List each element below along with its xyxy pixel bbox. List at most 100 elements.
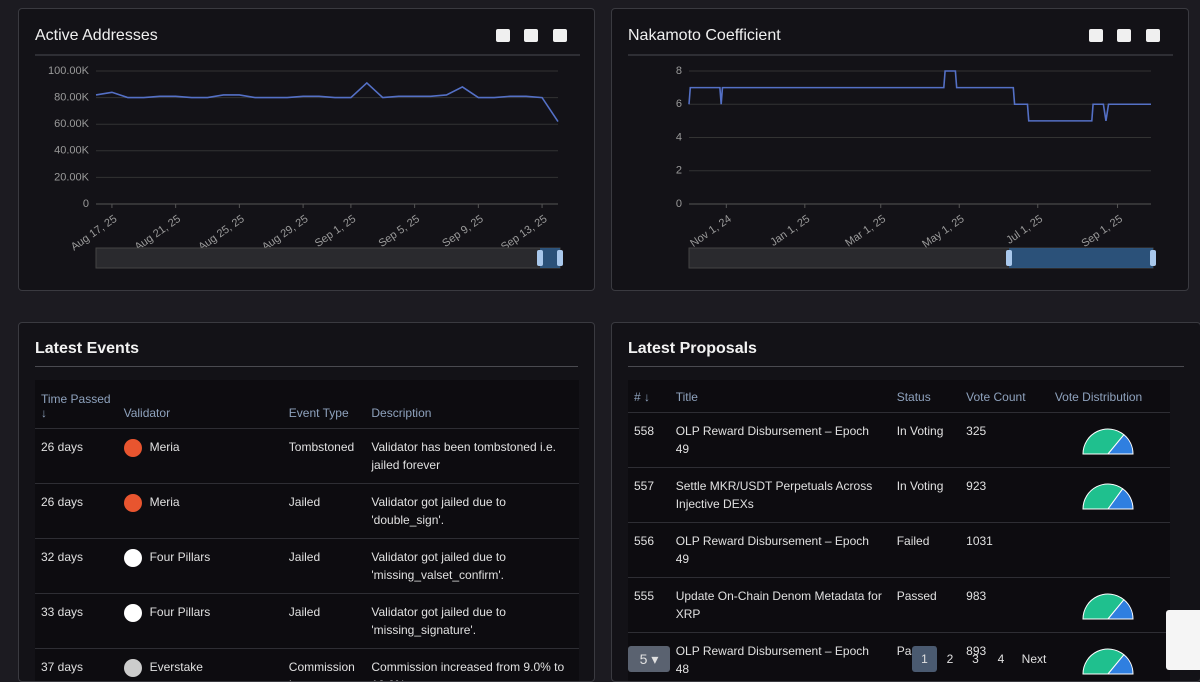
zoom-handle[interactable] [1150,250,1156,266]
events-panel: Latest Events Time Passed↓Validator Event… [18,322,595,682]
column-header[interactable]: Time Passed↓ [35,380,118,429]
column-header[interactable]: # ↓ [628,380,670,413]
votes-cell: 325 [960,413,1049,468]
event-type-cell: Jailed [283,594,366,649]
toolbar-icon[interactable] [1146,29,1160,42]
column-header: Vote Count [960,380,1049,413]
id-cell: 556 [628,523,670,578]
toolbar-icon[interactable] [524,29,538,42]
zoom-navigator [96,248,560,268]
toolbar-icon[interactable] [496,29,510,42]
column-header: Vote Distribution [1049,380,1170,413]
x-tick-label: Aug 21, 25 [133,213,183,253]
id-cell: 558 [628,413,670,468]
event-type-cell: Commission Increase [283,649,366,682]
chart: Active Addresses020.00K40.00K60.00K80.00… [19,9,595,291]
y-tick-label: 60.00K [54,118,90,130]
validator-name: Meria [150,495,180,509]
panel-title: Latest Events [35,340,139,358]
page-size: 5 [640,651,648,667]
vote-gauge [1081,482,1135,510]
gauge-cell [1049,578,1170,633]
header-text: Title [676,390,698,404]
chart-title: Nakamoto Coefficient [628,27,781,44]
sort-icon: ↓ [641,390,650,404]
validator-icon [124,494,142,512]
description-cell: Validator got jailed due to 'double_sign… [365,484,579,539]
page-button[interactable]: 2 [938,646,963,672]
validator-cell: Meria [118,429,283,484]
y-tick-label: 80.00K [54,92,90,104]
y-tick-label: 2 [676,165,682,177]
y-tick-label: 0 [676,198,682,210]
validator-name: Four Pillars [150,605,211,619]
validator-cell: Meria [118,484,283,539]
column-header: Description [365,380,579,429]
id-cell: 555 [628,578,670,633]
validator-icon [124,439,142,457]
page-size-select[interactable]: 5 ▾ [628,646,670,672]
x-tick-label: Mar 1, 25 [843,213,888,249]
time-cell: 32 days [35,539,118,594]
page-button[interactable]: 4 [989,646,1014,672]
header-text: # [634,390,641,404]
toolbar-icon[interactable] [1089,29,1103,42]
votes-cell: 923 [960,468,1049,523]
title-cell[interactable]: Settle MKR/USDT Perpetuals Across Inject… [670,468,891,523]
zoom-handle[interactable] [1006,250,1012,266]
data-line [689,71,1151,121]
event-type-cell: Tombstoned [283,429,366,484]
validator-cell: Everstake [118,649,283,682]
vote-gauge [1081,647,1135,675]
y-tick-label: 40.00K [54,145,90,157]
title-cell[interactable]: OLP Reward Disbursement – Epoch 49 [670,523,891,578]
event-type-cell: Jailed [283,539,366,594]
description-cell: Validator has been tombstoned i.e. jaile… [365,429,579,484]
title-cell[interactable]: OLP Reward Disbursement – Epoch 48 [670,633,891,682]
x-tick-label: Sep 9, 25 [440,213,485,250]
validator-cell: Four Pillars [118,594,283,649]
column-header: Title [670,380,891,413]
id-cell: 557 [628,468,670,523]
vote-gauge [1081,427,1135,455]
gauge-cell [1049,468,1170,523]
x-tick-label: Jan 1, 25 [768,213,812,249]
time-cell: 33 days [35,594,118,649]
header-text: Event Type [289,406,349,420]
y-tick-label: 8 [676,65,682,77]
next-button[interactable]: Next [1017,646,1051,672]
x-tick-label: Aug 29, 25 [260,213,310,253]
votes-cell: 983 [960,578,1049,633]
validator-icon [124,604,142,622]
zoom-handle[interactable] [557,250,563,266]
page-button[interactable]: 3 [963,646,988,672]
column-header: Status [891,380,960,413]
event-type-cell: Jailed [283,484,366,539]
time-cell: 26 days [35,429,118,484]
status-cell: Failed [891,523,960,578]
title-cell[interactable]: Update On-Chain Denom Metadata for XRP [670,578,891,633]
vote-gauge [1081,592,1135,620]
toolbar-icon[interactable] [1117,29,1131,42]
page-button[interactable]: 1 [912,646,937,672]
toolbar-icon[interactable] [553,29,567,42]
status-cell: In Voting [891,413,960,468]
y-tick-label: 6 [676,98,682,110]
sort-icon: ↓ [41,406,47,420]
column-header: Validator [118,380,283,429]
validator-name: Meria [150,440,180,454]
status-cell: In Voting [891,468,960,523]
validator-name: Four Pillars [150,550,211,564]
data-line [96,83,558,122]
x-tick-label: Sep 5, 25 [377,213,422,250]
time-cell: 26 days [35,484,118,539]
header-row: Time Passed↓Validator Event Type Descripti… [35,380,579,429]
zoom-handle[interactable] [537,250,543,266]
description-cell: Validator got jailed due to 'missing_val… [365,539,579,594]
title-cell[interactable]: OLP Reward Disbursement – Epoch 49 [670,413,891,468]
